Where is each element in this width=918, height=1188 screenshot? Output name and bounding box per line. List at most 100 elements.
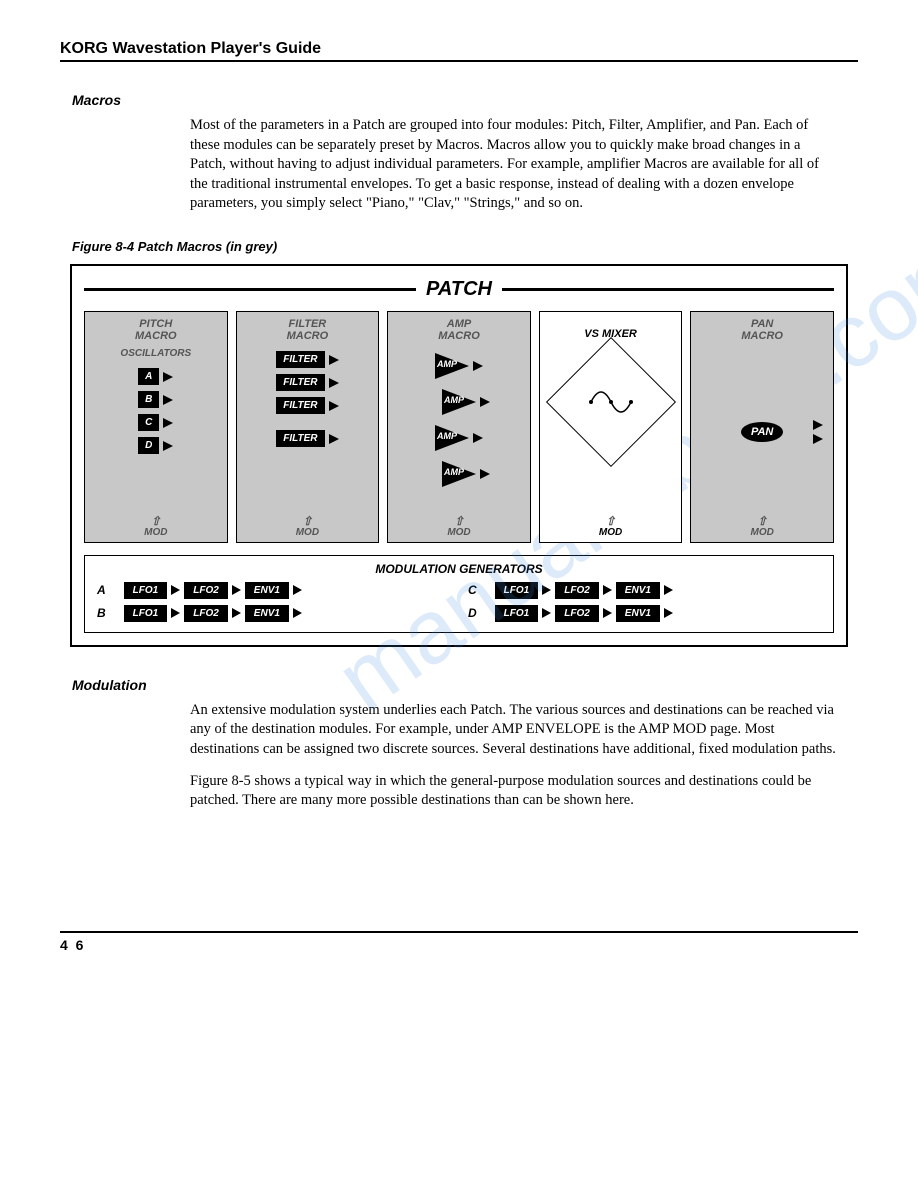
oscillators-label: OSCILLATORS bbox=[120, 348, 191, 359]
arrow-icon bbox=[480, 469, 490, 479]
filter-2: FILTER bbox=[276, 374, 338, 391]
lfo1-tag: LFO1 bbox=[495, 582, 539, 599]
arrow-icon bbox=[232, 608, 241, 618]
page-header: KORG Wavestation Player's Guide bbox=[60, 40, 858, 62]
amp-triangle-icon: AMP bbox=[442, 461, 476, 487]
mod-footer: ⇧MOD bbox=[751, 516, 774, 538]
mod-footer: ⇧MOD bbox=[599, 516, 622, 538]
modgen-row-b: B bbox=[97, 606, 106, 620]
filter-3: FILTER bbox=[276, 397, 338, 414]
title-rule-right bbox=[502, 288, 834, 291]
macro-row: PITCH MACRO OSCILLATORS A B C D ⇧MOD FIL… bbox=[84, 311, 834, 543]
modgen-row-c: C bbox=[468, 583, 477, 597]
arrow-icon bbox=[293, 585, 302, 595]
modgen-chain-c: LFO1 LFO2 ENV1 bbox=[495, 582, 821, 599]
amp-3: AMP bbox=[435, 423, 483, 453]
lfo1-tag: LFO1 bbox=[495, 605, 539, 622]
amp-triangle-icon: AMP bbox=[435, 425, 469, 451]
osc-tag: D bbox=[138, 437, 159, 454]
up-arrow-icon: ⇧ bbox=[296, 516, 319, 527]
lfo2-tag: LFO2 bbox=[184, 605, 228, 622]
osc-b: B bbox=[138, 391, 173, 408]
env1-tag: ENV1 bbox=[616, 605, 660, 622]
arrow-icon bbox=[813, 434, 823, 444]
arrow-icon bbox=[813, 420, 823, 430]
lfo1-tag: LFO1 bbox=[124, 582, 168, 599]
macros-paragraph: Most of the parameters in a Patch are gr… bbox=[190, 116, 838, 214]
filter-4: FILTER bbox=[276, 430, 338, 447]
amp-triangle-icon: AMP bbox=[442, 389, 476, 415]
pitch-macro-title: PITCH MACRO bbox=[135, 318, 177, 342]
lfo2-tag: LFO2 bbox=[555, 605, 599, 622]
modgen-row-d: D bbox=[468, 606, 477, 620]
modgen-grid: A LFO1 LFO2 ENV1 C LFO1 LFO2 ENV1 B LFO1… bbox=[97, 582, 821, 622]
osc-a: A bbox=[138, 368, 173, 385]
osc-c: C bbox=[138, 414, 173, 431]
up-arrow-icon: ⇧ bbox=[447, 516, 470, 527]
filter-1: FILTER bbox=[276, 351, 338, 368]
amp-triangle-icon: AMP bbox=[435, 353, 469, 379]
modulation-para1: An extensive modulation system underlies… bbox=[190, 701, 838, 760]
arrow-icon bbox=[603, 608, 612, 618]
up-arrow-icon: ⇧ bbox=[144, 516, 167, 527]
vs-curve bbox=[558, 350, 663, 455]
osc-tag: B bbox=[138, 391, 159, 408]
arrow-icon bbox=[171, 585, 180, 595]
filter-tag: FILTER bbox=[276, 351, 324, 368]
pan-macro-title: PAN MACRO bbox=[741, 318, 783, 342]
arrow-icon bbox=[473, 361, 483, 371]
arrow-icon bbox=[232, 585, 241, 595]
section-heading-macros: Macros bbox=[72, 92, 858, 108]
arrow-icon bbox=[480, 397, 490, 407]
modgen-title: MODULATION GENERATORS bbox=[97, 562, 821, 576]
vs-mixer-box: VS MIXER ⇧MOD bbox=[539, 311, 683, 543]
amp-1: AMP bbox=[435, 351, 483, 381]
amp-macro-box: AMP MACRO AMP AMP AMP AMP ⇧MOD bbox=[387, 311, 531, 543]
pan-tag: PAN bbox=[741, 422, 783, 442]
section-heading-modulation: Modulation bbox=[72, 677, 858, 693]
title-rule-left bbox=[84, 288, 416, 291]
arrow-icon bbox=[473, 433, 483, 443]
amp-macro-title: AMP MACRO bbox=[438, 318, 480, 342]
mod-footer: ⇧MOD bbox=[447, 516, 470, 538]
filter-tag: FILTER bbox=[276, 430, 324, 447]
arrow-icon bbox=[329, 401, 339, 411]
mod-footer: ⇧MOD bbox=[144, 516, 167, 538]
footer-rule: 4 6 bbox=[60, 931, 858, 953]
arrow-icon bbox=[293, 608, 302, 618]
modgen-chain-b: LFO1 LFO2 ENV1 bbox=[124, 605, 450, 622]
env1-tag: ENV1 bbox=[245, 582, 289, 599]
arrow-icon bbox=[664, 608, 673, 618]
arrow-icon bbox=[329, 355, 339, 365]
diagram-title: PATCH bbox=[426, 278, 492, 301]
arrow-icon bbox=[163, 395, 173, 405]
arrow-icon bbox=[329, 378, 339, 388]
env1-tag: ENV1 bbox=[616, 582, 660, 599]
modgen-row-a: A bbox=[97, 583, 106, 597]
arrow-icon bbox=[163, 441, 173, 451]
amp-4: AMP bbox=[442, 459, 490, 489]
osc-tag: A bbox=[138, 368, 159, 385]
arrow-icon bbox=[163, 418, 173, 428]
figure-caption: Figure 8-4 Patch Macros (in grey) bbox=[72, 239, 858, 254]
modulation-para2: Figure 8-5 shows a typical way in which … bbox=[190, 772, 838, 811]
page-number: 4 6 bbox=[60, 937, 858, 953]
arrow-icon bbox=[664, 585, 673, 595]
arrow-icon bbox=[163, 372, 173, 382]
pan-macro-box: PAN MACRO PAN ⇧MOD bbox=[690, 311, 834, 543]
patch-diagram: PATCH PITCH MACRO OSCILLATORS A B C D ⇧M… bbox=[70, 264, 848, 647]
pitch-macro-box: PITCH MACRO OSCILLATORS A B C D ⇧MOD bbox=[84, 311, 228, 543]
lfo2-tag: LFO2 bbox=[555, 582, 599, 599]
osc-tag: C bbox=[138, 414, 159, 431]
filter-macro-title: FILTER MACRO bbox=[287, 318, 329, 342]
pan-arrows bbox=[813, 420, 823, 444]
lfo2-tag: LFO2 bbox=[184, 582, 228, 599]
filter-tag: FILTER bbox=[276, 374, 324, 391]
lfo1-tag: LFO1 bbox=[124, 605, 168, 622]
modgen-chain-a: LFO1 LFO2 ENV1 bbox=[124, 582, 450, 599]
mod-footer: ⇧MOD bbox=[296, 516, 319, 538]
filter-macro-box: FILTER MACRO FILTER FILTER FILTER FILTER… bbox=[236, 311, 380, 543]
arrow-icon bbox=[603, 585, 612, 595]
up-arrow-icon: ⇧ bbox=[599, 516, 622, 527]
modgen-chain-d: LFO1 LFO2 ENV1 bbox=[495, 605, 821, 622]
